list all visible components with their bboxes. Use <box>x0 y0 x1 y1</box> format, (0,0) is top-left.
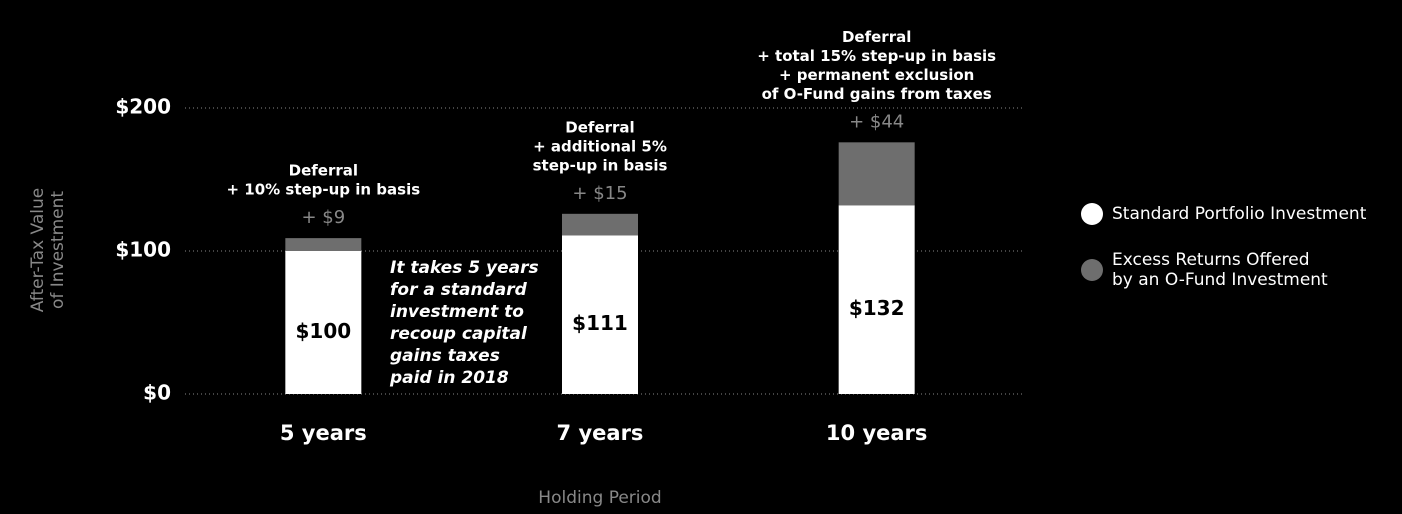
bar-segment <box>285 251 362 394</box>
note: It takes 5 years <box>390 258 539 278</box>
annotation: step-up in basis <box>533 156 668 174</box>
value-label: $132 <box>849 296 905 320</box>
legend-swatch <box>1081 203 1103 225</box>
value-label: + $9 <box>301 207 345 228</box>
note: investment to <box>390 302 524 322</box>
annotation: Deferral <box>842 28 911 46</box>
x-tick-label: 7 years <box>557 421 644 445</box>
legend-swatch <box>1081 259 1103 281</box>
value-label: $111 <box>572 311 628 335</box>
bar-segment <box>562 213 638 236</box>
note: paid in 2018 <box>389 368 509 388</box>
x-tick-label: 5 years <box>280 421 367 445</box>
bar-segment <box>562 235 638 394</box>
legend-label: Standard Portfolio Investment <box>1112 204 1367 224</box>
annotation: Deferral <box>289 162 358 180</box>
y-axis-label: After-Tax Value <box>28 188 48 312</box>
x-tick-label: 10 years <box>826 421 928 445</box>
annotation: + total 15% step-up in basis <box>757 47 996 65</box>
value-label: + $44 <box>849 111 904 132</box>
note: gains taxes <box>390 346 500 366</box>
y-tick-label: $0 <box>143 381 171 405</box>
value-label: $100 <box>295 319 351 343</box>
bar-segment <box>285 238 362 251</box>
annotation: + permanent exclusion <box>779 66 974 84</box>
note: recoup capital <box>390 324 528 344</box>
y-axis-label: of Investment <box>48 191 68 309</box>
value-label: + $15 <box>572 183 627 204</box>
annotation: of O-Fund gains from taxes <box>762 85 992 103</box>
legend-label: Excess Returns Offered by an O-Fund Inves… <box>1112 250 1328 290</box>
bar-segment <box>838 142 915 206</box>
note: for a standard <box>390 280 528 300</box>
annotation: + additional 5% <box>533 137 667 155</box>
annotation: Deferral <box>565 118 634 136</box>
annotation: + 10% step-up in basis <box>226 181 420 199</box>
y-tick-label: $100 <box>115 238 171 262</box>
bar-segment <box>838 205 915 394</box>
x-axis-label: Holding Period <box>538 488 661 508</box>
y-tick-label: $200 <box>115 95 171 119</box>
